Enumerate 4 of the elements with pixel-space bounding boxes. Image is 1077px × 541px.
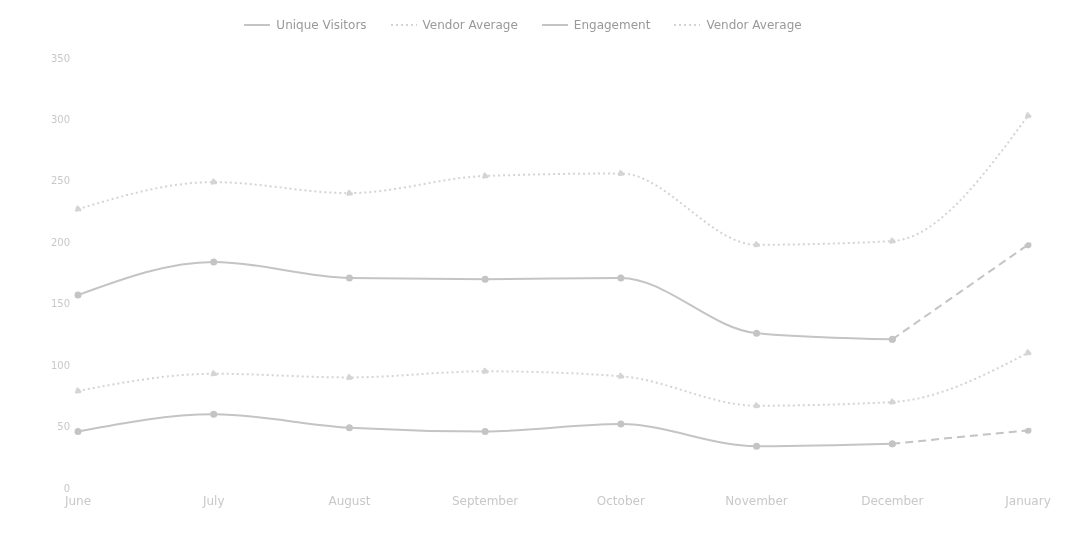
legend-label: Engagement: [572, 18, 651, 32]
legend-label: Vendor Average: [705, 18, 802, 32]
legend-label: Unique Visitors: [275, 18, 367, 32]
legend-label: Vendor Average: [421, 18, 518, 32]
